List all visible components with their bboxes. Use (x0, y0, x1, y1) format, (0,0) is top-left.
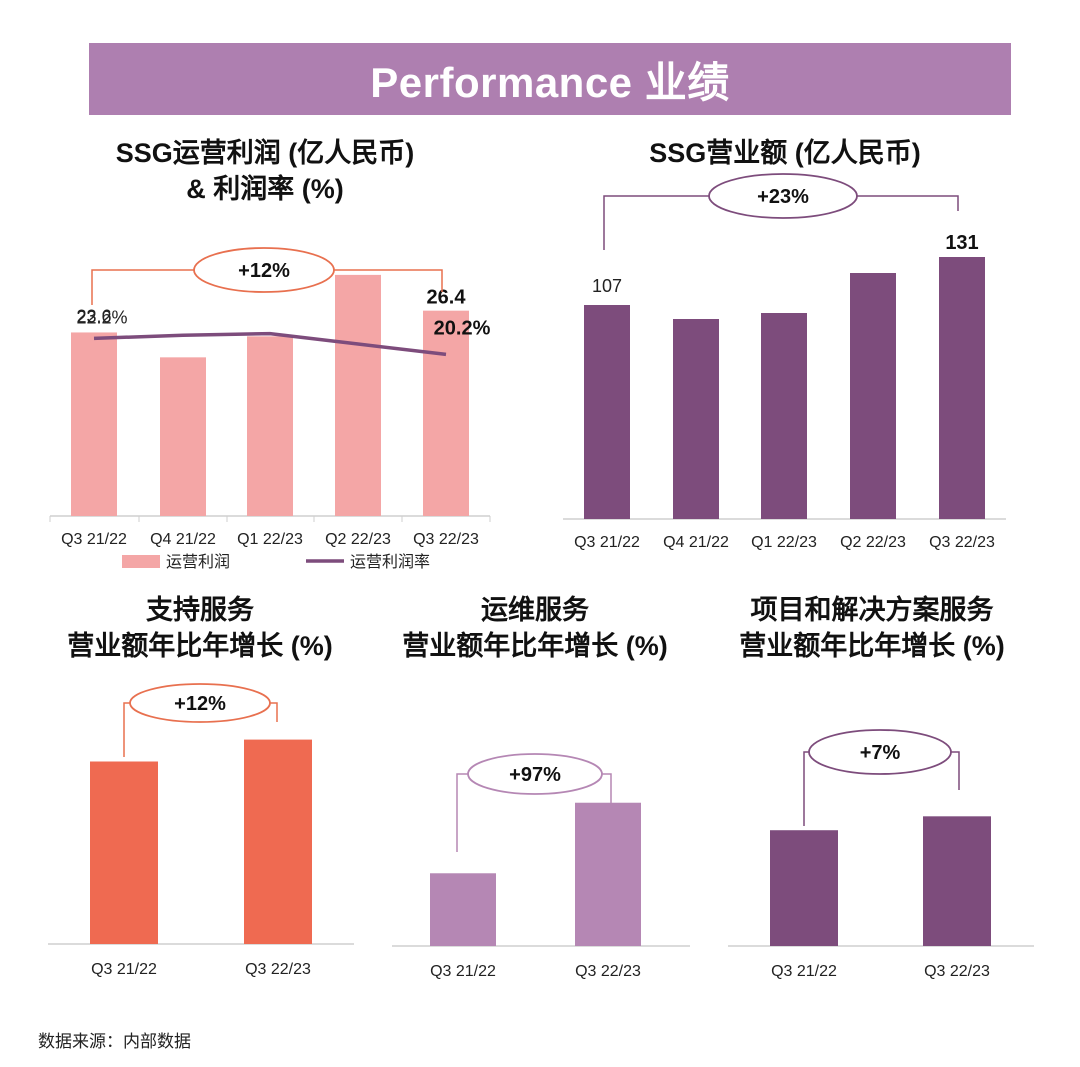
profit-x-tick-label: Q3 22/23 (413, 531, 479, 548)
profit-chart-title-line2: & 利润率 (%) (186, 174, 344, 204)
ops-chart-title: 运维服务 营业额年比年增长 (%) (365, 592, 705, 664)
support-chart-title-line2: 营业额年比年增长 (%) (67, 631, 333, 661)
profit-legend-line-label: 运营利润率 (350, 553, 430, 571)
ops-x-tick-label: Q3 21/22 (430, 963, 496, 980)
ops-bar (575, 802, 641, 946)
revenue-x-tick-label: Q3 21/22 (574, 534, 640, 551)
revenue-x-tick-label: Q3 22/23 (929, 534, 995, 551)
revenue-bar-label-first: 107 (592, 276, 622, 296)
profit-bar-label-first: 23.6 (76, 306, 111, 326)
profit-x-tick-label: Q4 21/22 (150, 531, 216, 548)
profit-bar (160, 357, 206, 516)
ops-growth-bracket (456, 773, 612, 852)
ops-bar (430, 873, 496, 946)
revenue-bar (939, 257, 985, 519)
profit-chart-title-line1: SSG运营利润 (亿人民币) (115, 138, 415, 168)
profit-bar (247, 336, 293, 516)
ops-x-tick-label: Q3 22/23 (575, 963, 641, 980)
support-chart-title-line1: 支持服务 (146, 595, 254, 625)
revenue-growth-bracket (603, 195, 959, 250)
revenue-growth-label: +23% (757, 186, 809, 208)
revenue-bar-label-last: 131 (945, 232, 978, 254)
support-growth-ellipse (129, 683, 271, 723)
profit-bar (71, 332, 117, 516)
data-source-note: 数据来源：内部数据 (38, 1032, 191, 1051)
project-chart-title-line2: 营业额年比年增长 (%) (739, 631, 1005, 661)
revenue-x-tick-label: Q2 22/23 (840, 534, 906, 551)
profit-line-label-first: 22.2% (76, 307, 127, 327)
revenue-bar (673, 319, 719, 519)
profit-line-label-last: 20.2% (434, 317, 491, 339)
profit-x-tick-label: Q1 22/23 (237, 531, 303, 548)
profit-bar (335, 274, 381, 516)
ops-growth-ellipse (467, 753, 603, 795)
revenue-bar (850, 273, 896, 519)
profit-chart-title: SSG运营利润 (亿人民币) & 利润率 (%) (40, 135, 490, 207)
project-growth-label: +7% (860, 742, 901, 764)
project-bar (770, 830, 838, 946)
revenue-x-tick-label: Q1 22/23 (751, 534, 817, 551)
support-x-tick-label: Q3 21/22 (91, 961, 157, 978)
support-chart-title: 支持服务 营业额年比年增长 (%) (30, 592, 370, 664)
profit-growth-ellipse (193, 247, 335, 293)
profit-growth-label: +12% (238, 260, 290, 282)
profit-legend-bar-swatch (122, 555, 160, 568)
project-chart-title-line1: 项目和解决方案服务 (750, 595, 994, 625)
project-x-tick-label: Q3 21/22 (771, 963, 837, 980)
revenue-bar (584, 305, 630, 519)
ops-growth-label: +97% (509, 764, 561, 786)
support-x-tick-label: Q3 22/23 (245, 961, 311, 978)
revenue-bar (761, 313, 807, 519)
project-growth-bracket (803, 751, 960, 826)
support-bar (90, 761, 158, 944)
page-banner: Performance 业绩 (89, 43, 1011, 115)
profit-x-tick-label: Q2 22/23 (325, 531, 391, 548)
project-growth-ellipse (808, 729, 952, 775)
support-growth-label: +12% (174, 693, 226, 715)
ops-chart-title-line1: 运维服务 (481, 595, 589, 625)
profit-bar (423, 310, 469, 516)
ops-chart-title-line2: 营业额年比年增长 (%) (402, 631, 668, 661)
profit-legend-bar-label: 运营利润 (166, 553, 230, 571)
page-title: Performance 业绩 (370, 58, 730, 106)
revenue-x-tick-label: Q4 21/22 (663, 534, 729, 551)
profit-bar-label-last: 26.4 (427, 287, 467, 309)
project-bar (923, 816, 991, 946)
revenue-chart-title-line1: SSG营业额 (亿人民币) (649, 138, 921, 168)
profit-growth-bracket (91, 269, 443, 305)
support-growth-bracket (123, 702, 278, 757)
revenue-growth-ellipse (708, 173, 858, 219)
project-chart-title: 项目和解决方案服务 营业额年比年增长 (%) (702, 592, 1042, 664)
support-bar (244, 739, 312, 944)
profit-x-tick-label: Q3 21/22 (61, 531, 127, 548)
revenue-chart-title: SSG营业额 (亿人民币) (560, 135, 1010, 171)
project-x-tick-label: Q3 22/23 (924, 963, 990, 980)
